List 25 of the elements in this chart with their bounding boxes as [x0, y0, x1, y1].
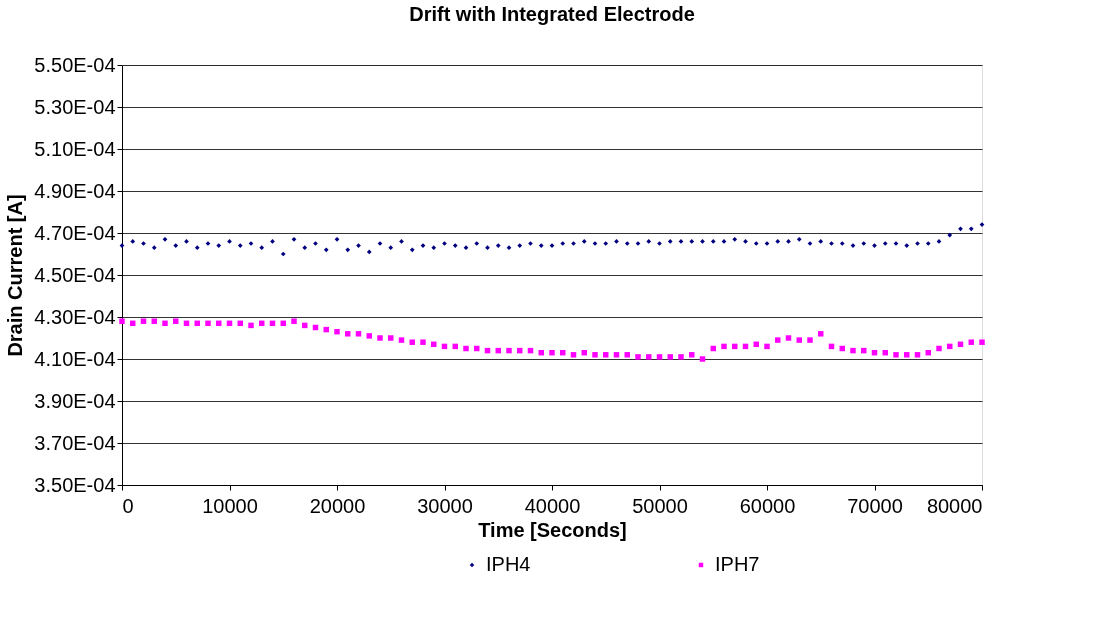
x-tick-label: 70000 [847, 494, 903, 517]
y-tick-label: 3.50E-04 [34, 473, 116, 496]
x-tick-label: 30000 [417, 494, 473, 517]
y-tick-label: 4.30E-04 [34, 305, 116, 328]
x-tick-label: 80000 [926, 494, 983, 517]
legend-label: IPH7 [715, 553, 760, 575]
x-tick-label: 50000 [632, 494, 688, 517]
y-tick-label: 4.50E-04 [34, 263, 116, 286]
x-tick-label: 0 [122, 494, 134, 517]
y-tick-label: 3.90E-04 [34, 389, 116, 412]
legend-label: IPH4 [486, 553, 531, 575]
y-tick-label: 3.70E-04 [34, 431, 116, 454]
y-axis-title: Drain Current [A] [4, 194, 27, 357]
y-tick-label: 4.70E-04 [34, 221, 116, 244]
x-tick-label: 10000 [202, 494, 258, 517]
x-tick-label: 20000 [309, 494, 366, 517]
y-tick-label: 5.10E-04 [34, 137, 116, 160]
y-tick-label: 5.30E-04 [34, 95, 116, 118]
y-tick-label: 4.90E-04 [34, 179, 116, 202]
chart-title: Drift with Integrated Electrode [409, 3, 695, 25]
x-tick-label: 60000 [739, 494, 796, 517]
y-tick-label: 4.10E-04 [34, 347, 116, 370]
x-tick-label: 40000 [524, 494, 581, 517]
x-axis-title: Time [Seconds] [478, 518, 627, 541]
y-tick-label: 5.50E-04 [34, 53, 116, 76]
